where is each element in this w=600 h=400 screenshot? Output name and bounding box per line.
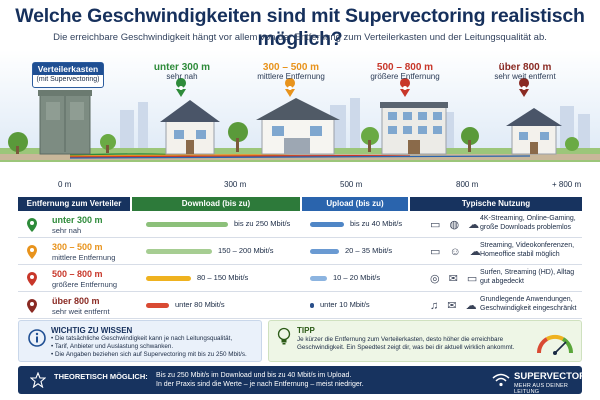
cabinet-illustration: [38, 90, 92, 155]
location-far-distance: 500 – 800 m: [376, 62, 434, 73]
table-row: unter 300 m sehr nah bis zu 250 Mbit/s bis …: [18, 212, 582, 238]
tip-text: Je kürzer die Entfernung zum Verteilerka…: [297, 336, 515, 352]
info-item: Die tatsächliche Geschwindigkeit kann je…: [51, 335, 247, 343]
location-medium-distance: 300 – 500 m: [262, 62, 320, 73]
footer-text: Bis zu 250 Mbit/s im Download und bis zu…: [156, 371, 456, 390]
row-distance: über 800 m: [52, 296, 100, 306]
row-description: größere Entfernung: [52, 280, 118, 289]
download-value: 150 – 200 Mbit/s: [218, 246, 274, 255]
page-subtitle: Die erreichbare Geschwindigkeit hängt vo…: [53, 32, 547, 43]
download-bar: [146, 276, 191, 281]
house-medium: [256, 98, 340, 155]
distance-scene: Verteilerkasten (mit Supervectoring) unt…: [0, 50, 600, 178]
location-pin-icon: [27, 299, 37, 313]
upload-bar: [310, 249, 339, 254]
download-bar: [146, 222, 228, 227]
upload-value: bis zu 40 Mbit/s: [350, 219, 403, 228]
upload-bar: [310, 303, 314, 308]
info-icon: [28, 329, 46, 347]
download-value: 80 – 150 Mbit/s: [197, 273, 249, 282]
info-box: WICHTIG ZU WISSEN Die tatsächliche Gesch…: [18, 320, 262, 362]
location-pins: [176, 78, 530, 97]
wifi-icon: [492, 373, 510, 387]
row-distance: 300 – 500 m: [52, 242, 103, 252]
axis-label-0: 0 m: [58, 180, 72, 189]
axis-label-800: 800 m: [456, 180, 479, 189]
usage-text: Surfen, Streaming (HD), Alltag gut abged…: [480, 269, 575, 285]
usage-icons: ◎ ✉ ▭: [430, 273, 481, 285]
location-medium: 300 – 500 m mittlere Entfernung: [246, 62, 336, 82]
header-download: Download (bis zu): [132, 197, 300, 211]
location-far-label: größere Entfernung: [370, 72, 440, 81]
location-far: 500 – 800 m größere Entfernung: [360, 62, 450, 82]
table-row: 300 – 500 m mittlere Entfernung 150 – 200 …: [18, 239, 582, 265]
row-distance: unter 300 m: [52, 215, 103, 225]
info-title: WICHTIG ZU WISSEN: [51, 326, 133, 335]
row-description: sehr weit entfernt: [52, 307, 110, 316]
usage-icons: ▭ ☺ ☁: [430, 246, 484, 258]
brand-name: SUPERVECTORING: [514, 371, 600, 382]
table-row: 500 – 800 m größere Entfernung 80 – 150 Mb…: [18, 266, 582, 292]
upload-value: 20 – 35 Mbit/s: [345, 246, 393, 255]
axis-label-plus800: + 800 m: [552, 180, 582, 189]
download-value: unter 80 Mbit/s: [175, 300, 225, 309]
row-description: sehr nah: [52, 226, 82, 235]
usage-text: Grundlegende Anwendungen, Geschwindigkei…: [480, 296, 577, 312]
footer-banner: THEORETISCH MÖGLICH: Bis zu 250 Mbit/s i…: [18, 366, 600, 395]
upload-value: 10 – 20 Mbit/s: [333, 273, 381, 282]
location-near-label: sehr nah: [166, 72, 198, 81]
cabinet-label: Verteilerkasten (mit Supervectoring): [32, 62, 104, 88]
house-near: [160, 100, 220, 155]
location-pin-icon: [27, 245, 37, 259]
location-very-far: über 800 m sehr weit entfernt: [482, 62, 568, 82]
brand-tagline: MEHR AUS DEINER LEITUNG: [514, 383, 569, 395]
usage-text: 4K-Streaming, Online-Gaming, große Downl…: [480, 215, 576, 231]
location-medium-label: mittlere Entfernung: [257, 72, 325, 81]
house-far: [380, 102, 448, 155]
download-value: bis zu 250 Mbit/s: [234, 219, 291, 228]
location-pin-icon: [27, 218, 37, 232]
location-very-far-label: sehr weit entfernt: [494, 72, 556, 81]
page-title: Welche Geschwindigkeiten sind mit Superv…: [15, 5, 585, 50]
scene-illustration: [0, 50, 600, 162]
axis-label-500: 500 m: [340, 180, 363, 189]
header-distance: Entfernung zum Verteiler: [18, 197, 130, 211]
speedometer-icon: [536, 334, 574, 355]
footer-line-1: Bis zu 250 Mbit/s im Download und bis zu…: [156, 372, 352, 379]
usage-icons: ♫ ✉ ☁: [430, 300, 480, 312]
lightbulb-icon: [277, 327, 291, 345]
upload-value: unter 10 Mbit/s: [320, 300, 370, 309]
table-row: über 800 m sehr weit entfernt unter 80 Mbi…: [18, 293, 582, 319]
footer-title: THEORETISCH MÖGLICH:: [54, 372, 148, 381]
info-item: Die Angaben beziehen sich auf Supervecto…: [51, 351, 247, 359]
upload-bar: [310, 276, 327, 281]
download-bar: [146, 303, 169, 308]
header-usage: Typische Nutzung: [410, 197, 582, 211]
download-bar: [146, 249, 212, 254]
location-very-far-distance: über 800 m: [498, 62, 552, 73]
usage-text: Streaming, Videokonferenzen, Homeoffice …: [480, 242, 575, 258]
row-distance: 500 – 800 m: [52, 269, 103, 279]
tip-box: TIPP Je kürzer die Entfernung zum Vertei…: [268, 320, 582, 362]
house-very-far: [506, 108, 562, 155]
star-icon: [30, 372, 46, 388]
usage-icons: ▭ ◍ ☁: [430, 219, 483, 231]
upload-bar: [310, 222, 344, 227]
trees: [8, 122, 579, 154]
cabinet-subtitle: (mit Supervectoring): [36, 76, 100, 83]
location-near-distance: unter 300 m: [153, 62, 211, 73]
cabinet-title: Verteilerkasten: [33, 63, 103, 75]
location-near: unter 300 m sehr nah: [146, 62, 218, 82]
info-item: Tarif, Anbieter und Auslastung schwanken…: [51, 343, 247, 351]
row-description: mittlere Entfernung: [52, 253, 116, 262]
axis-label-300: 300 m: [224, 180, 247, 189]
tip-title: TIPP: [297, 326, 315, 335]
info-list: Die tatsächliche Geschwindigkeit kann je…: [51, 335, 247, 360]
location-pin-icon: [27, 272, 37, 286]
footer-line-2: In der Praxis sind die Werte – je nach E…: [156, 381, 364, 389]
cable-lines: [69, 153, 531, 159]
header-upload: Upload (bis zu): [302, 197, 408, 211]
